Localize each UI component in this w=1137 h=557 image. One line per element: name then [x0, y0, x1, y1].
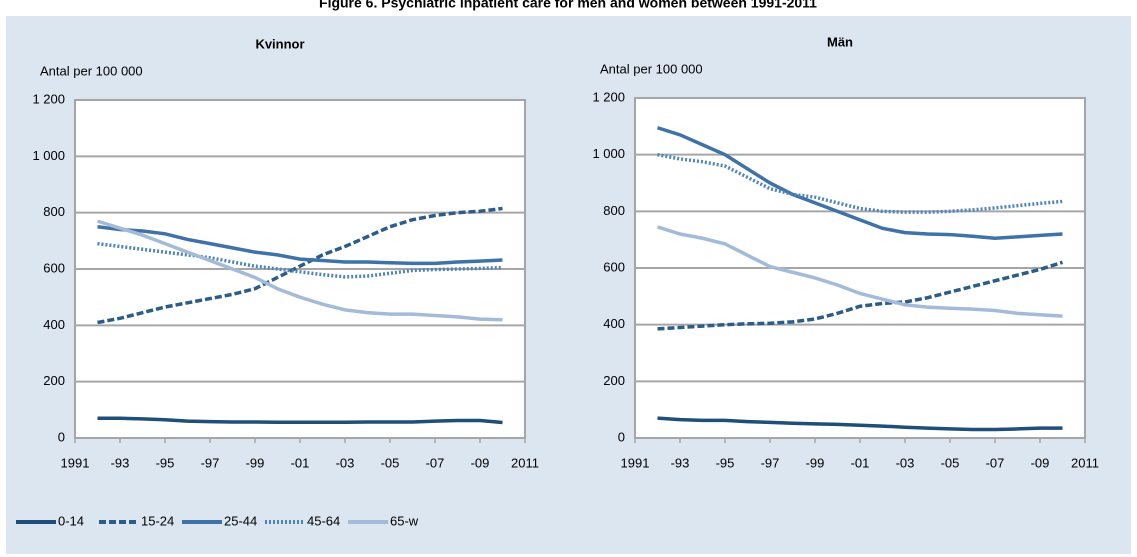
x-tick-label: -01	[291, 455, 310, 470]
x-tick-label: -95	[716, 455, 735, 470]
x-tick-label: -99	[806, 455, 825, 470]
x-tick-label: 2011	[511, 455, 539, 470]
y-tick-label: 400	[43, 317, 65, 332]
x-tick-label: -97	[201, 455, 220, 470]
x-tick-label: -07	[986, 455, 1005, 470]
line-series	[97, 241, 503, 279]
x-tick-label: 1991	[621, 455, 650, 470]
legend-label: 15-24	[141, 513, 174, 528]
y-tick-label: 1 200	[592, 89, 625, 104]
line-series	[97, 416, 503, 425]
x-tick-label: -09	[471, 455, 490, 470]
y-tick-label: 400	[603, 316, 625, 331]
x-tick-label: -05	[381, 455, 400, 470]
x-tick-label: -05	[941, 455, 960, 470]
x-tick-label: -09	[1031, 455, 1050, 470]
x-tick-label: -93	[111, 455, 130, 470]
line-series	[97, 206, 503, 325]
y-tick-label: 800	[43, 204, 65, 219]
y-tick-label: 600	[43, 260, 65, 275]
legend-label: 25-44	[224, 513, 257, 528]
x-tick-label: -99	[246, 455, 265, 470]
legend-label: 45-64	[307, 513, 340, 528]
line-series	[657, 152, 1063, 214]
legend-label: 65-w	[390, 513, 419, 528]
y-axis-label: Antal per 100 000	[600, 61, 703, 76]
x-tick-label: -03	[336, 455, 355, 470]
x-tick-label: 2011	[1071, 455, 1099, 470]
y-tick-label: 200	[43, 373, 65, 388]
y-tick-label: 800	[603, 203, 625, 218]
x-tick-label: 1991	[61, 455, 90, 470]
x-tick-label: -07	[426, 455, 445, 470]
x-tick-label: -95	[156, 455, 175, 470]
x-tick-label: -03	[896, 455, 915, 470]
x-tick-label: -97	[761, 455, 780, 470]
y-tick-label: 0	[58, 429, 65, 444]
legend-label: 0-14	[58, 513, 84, 528]
line-series	[657, 260, 1064, 331]
x-tick-label: -01	[851, 455, 870, 470]
line-series	[97, 225, 503, 266]
y-tick-label: 600	[603, 259, 625, 274]
line-series	[657, 416, 1063, 432]
line-series	[656, 225, 1063, 318]
plot-border	[74, 99, 526, 439]
figure-title: Figure 6. Psychiatric inpatient care for…	[319, 0, 817, 11]
y-axis-label: Antal per 100 000	[40, 63, 143, 78]
line-series	[96, 219, 503, 322]
chart-title: Män	[827, 34, 853, 49]
y-tick-label: 1 200	[32, 91, 65, 106]
y-tick-label: 1 000	[32, 148, 65, 163]
chart-title: Kvinnor	[255, 36, 304, 51]
y-tick-label: 1 000	[592, 146, 625, 161]
y-tick-label: 200	[603, 373, 625, 388]
plot-border	[634, 97, 1086, 439]
line-series	[656, 126, 1063, 241]
y-tick-label: 0	[618, 429, 625, 444]
x-tick-label: -93	[671, 455, 690, 470]
